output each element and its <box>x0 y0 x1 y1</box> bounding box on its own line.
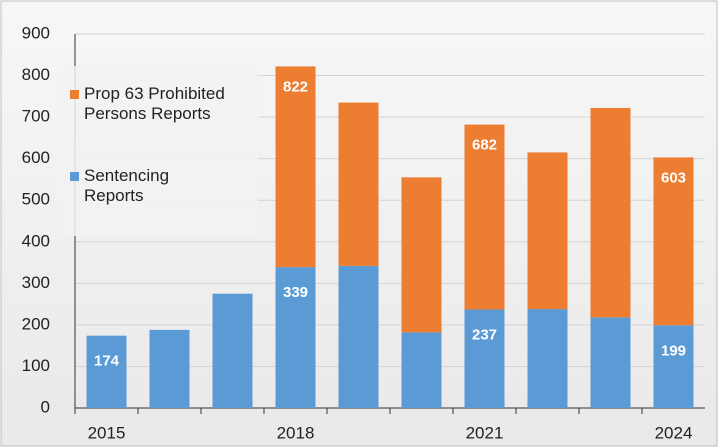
bar-segment <box>401 332 442 408</box>
total-label: 682 <box>472 137 497 154</box>
y-tick-label: 0 <box>41 397 50 416</box>
data-label: 174 <box>94 353 120 370</box>
bar-segment <box>338 265 379 408</box>
x-tick-label: 2021 <box>466 423 504 442</box>
bar-segment <box>527 152 568 310</box>
bar-segment <box>275 66 316 268</box>
y-tick-label: 700 <box>22 107 50 126</box>
x-tick-label: 2018 <box>277 423 315 442</box>
data-label: 237 <box>472 326 497 343</box>
bar-segment <box>275 267 316 408</box>
total-label: 822 <box>283 78 308 95</box>
total-label: 603 <box>661 169 686 186</box>
legend-swatch <box>70 172 79 181</box>
bar-segment <box>464 124 505 310</box>
y-tick-label: 500 <box>22 190 50 209</box>
bar-segment <box>590 317 631 408</box>
y-tick-label: 900 <box>22 23 50 42</box>
bar-segment <box>653 157 694 326</box>
bar-segment <box>338 102 379 266</box>
y-tick-label: 300 <box>22 273 50 292</box>
legend-label: Sentencing Reports <box>84 166 170 205</box>
legend: Prop 63 Prohibited Persons Reports Senten… <box>58 66 258 236</box>
bar-segment <box>86 335 127 408</box>
bar-segment <box>590 107 631 318</box>
data-label: 199 <box>661 342 686 359</box>
bar-segment <box>527 309 568 408</box>
data-label: 339 <box>283 284 308 301</box>
bar-segment <box>464 309 505 408</box>
legend-item: Prop 63 Prohibited Persons Reports <box>70 84 254 124</box>
bar-segment <box>653 325 694 408</box>
y-tick-label: 800 <box>22 65 50 84</box>
legend-item: Sentencing Reports <box>70 166 204 206</box>
bar-segment <box>401 177 442 333</box>
legend-label: Prop 63 Prohibited Persons Reports <box>84 84 225 123</box>
x-tick-label: 2015 <box>88 423 126 442</box>
y-tick-label: 100 <box>22 356 50 375</box>
bar-segment <box>149 329 190 408</box>
y-tick-label: 200 <box>22 314 50 333</box>
y-tick-label: 400 <box>22 231 50 250</box>
y-tick-label: 600 <box>22 148 50 167</box>
bar-segment <box>212 293 253 408</box>
legend-swatch <box>70 90 79 99</box>
x-tick-label: 2024 <box>655 423 693 442</box>
